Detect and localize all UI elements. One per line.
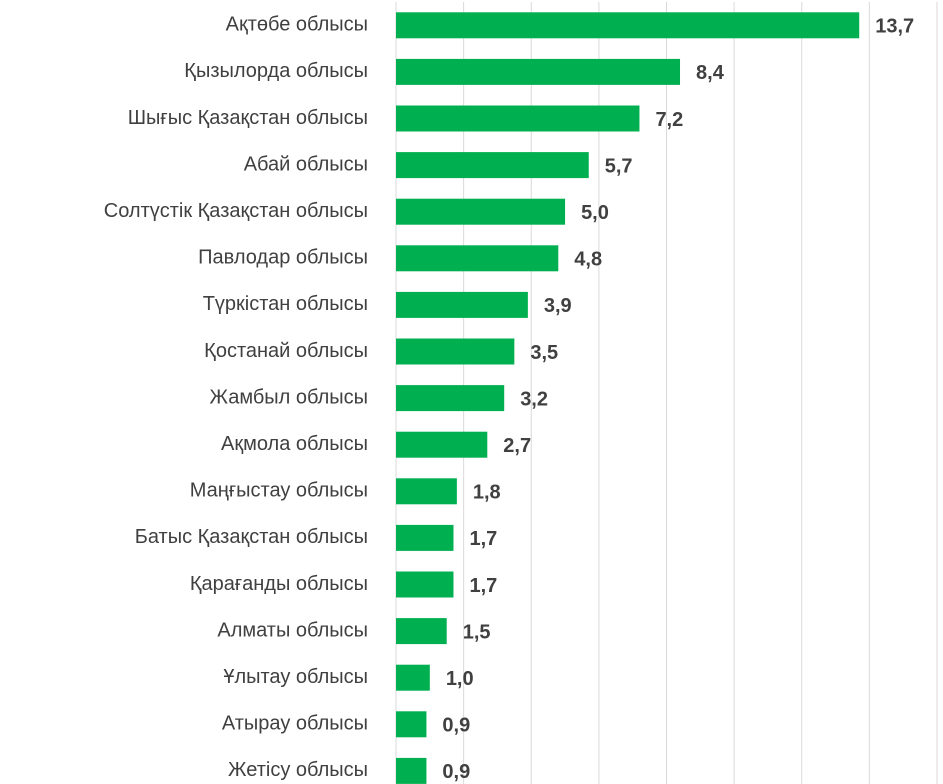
y-tick-label: Қостанай облысы (204, 340, 368, 362)
data-label: 1,5 (463, 621, 491, 643)
data-label: 1,0 (446, 668, 474, 690)
y-tick-label: Түркістан облысы (203, 293, 368, 315)
y-tick-label: Маңғыстау облысы (190, 480, 368, 502)
data-label: 1,8 (473, 482, 501, 504)
bar (396, 478, 457, 505)
bar (396, 58, 681, 85)
y-tick-label: Шығыс Қазақстан облысы (128, 107, 368, 129)
bar (396, 385, 505, 412)
data-label: 3,2 (520, 388, 548, 410)
data-label: 0,9 (442, 761, 470, 783)
y-tick-label: Ақтөбе облысы (226, 14, 368, 36)
data-label: 3,9 (544, 295, 572, 317)
data-label: 3,5 (530, 342, 558, 364)
data-label: 13,7 (875, 16, 914, 38)
bar (396, 152, 589, 179)
y-tick-label: Қарағанды облысы (190, 573, 368, 595)
data-label: 1,7 (469, 575, 497, 597)
bar (396, 618, 447, 645)
y-tick-label: Ақмола облысы (221, 433, 368, 455)
data-label: 5,7 (605, 155, 633, 177)
y-tick-label: Жамбыл облысы (210, 386, 369, 408)
data-label: 7,2 (655, 109, 683, 131)
bar (396, 664, 430, 691)
bar (396, 12, 860, 39)
y-tick-label: Абай облысы (244, 153, 368, 175)
bar (396, 245, 559, 272)
bar (396, 571, 454, 598)
y-tick-label: Алматы облысы (217, 619, 368, 641)
bar (396, 198, 566, 225)
data-label: 4,8 (574, 249, 602, 271)
y-tick-label: Солтүстік Қазақстан облысы (104, 200, 368, 222)
data-label: 5,0 (581, 202, 609, 224)
bar (396, 291, 528, 318)
data-label: 2,7 (503, 435, 531, 457)
bar (396, 711, 427, 738)
data-label: 0,9 (442, 715, 470, 737)
data-label: 1,7 (469, 528, 497, 550)
bar (396, 757, 427, 784)
y-tick-label: Павлодар облысы (198, 247, 368, 269)
data-label: 8,4 (696, 62, 725, 84)
bar (396, 338, 515, 365)
y-tick-label: Атырау облысы (222, 713, 368, 735)
bar (396, 105, 640, 132)
y-tick-label: Жетісу облысы (228, 759, 368, 781)
y-tick-label: Батыс Қазақстан облысы (135, 526, 368, 548)
bar (396, 431, 488, 458)
y-tick-label: Қызылорда облысы (184, 60, 368, 82)
y-tick-label: Ұлытау облысы (223, 666, 368, 688)
bar (396, 524, 454, 551)
